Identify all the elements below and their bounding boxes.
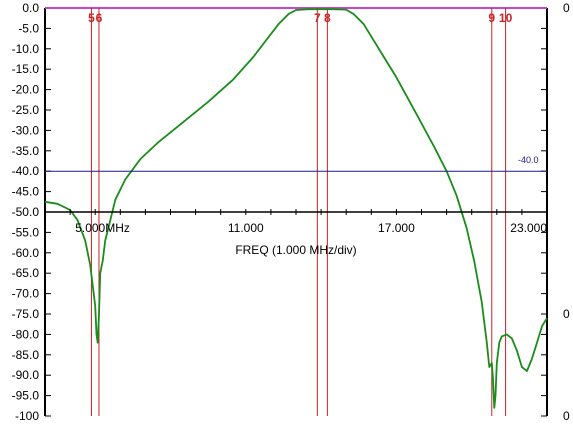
series-layer: [44, 8, 548, 409]
right-axis: 0 0 0: [563, 1, 570, 423]
y-tick-label: -80.0: [12, 327, 40, 341]
y-axis-tick-labels: 0.0 -5.0 -10.0 -15.0 -20.0 -25.0 -30.0 -35.0 -40…: [12, 1, 547, 423]
y-tick-label: -65.0: [12, 266, 40, 280]
y-tick-label: -25.0: [12, 103, 40, 117]
y-tick-label: -95.0: [12, 389, 40, 403]
y-tick-label: -60.0: [12, 246, 40, 260]
x-tick-label: 17.000: [378, 221, 415, 235]
x-tick-label: 11.000: [228, 221, 264, 235]
marker-label: 10: [499, 11, 513, 25]
y-tick-label: -5.0: [18, 21, 39, 35]
right-axis-label: 0: [563, 409, 570, 423]
y-tick-label: -90.0: [12, 368, 40, 382]
y-tick-label: -75.0: [12, 307, 40, 321]
right-axis-label: 0: [563, 1, 570, 15]
y-tick-label: -70.0: [12, 287, 40, 301]
marker-label: 7: [314, 11, 321, 25]
x-axis-label: FREQ (1.000 MHz/div): [235, 243, 356, 257]
y-tick-label: -40.0: [12, 164, 40, 178]
series-line: [44, 8, 548, 409]
marker-label: 6: [96, 11, 103, 25]
y-tick-label: -100: [15, 409, 39, 423]
x-tick-label: 5.000MHz: [75, 221, 130, 235]
y-tick-label: -15.0: [12, 62, 40, 76]
y-tick-label: -55.0: [12, 225, 40, 239]
y-tick-label: -85.0: [12, 348, 40, 362]
right-axis-label: 0: [563, 307, 570, 321]
y-tick-label: -35.0: [12, 144, 40, 158]
marker-label: 8: [324, 11, 331, 25]
y-tick-label: -20.0: [12, 83, 40, 97]
y-tick-label: -50.0: [12, 205, 40, 219]
x-tick-label: 23.000: [510, 221, 547, 235]
y-tick-label: -10.0: [12, 42, 40, 56]
reference-line-label: -40.0: [518, 155, 539, 165]
y-tick-label: -30.0: [12, 123, 40, 137]
y-tick-label: 0.0: [22, 1, 39, 15]
marker-label: 5: [88, 11, 95, 25]
marker-label: 9: [488, 11, 495, 25]
x-axis: 5.000MHz 11.000 17.000 23.000 FREQ (1.000 MH…: [44, 209, 548, 257]
reference-line-group: -40.0: [45, 155, 547, 172]
y-tick-label: -45.0: [12, 185, 40, 199]
